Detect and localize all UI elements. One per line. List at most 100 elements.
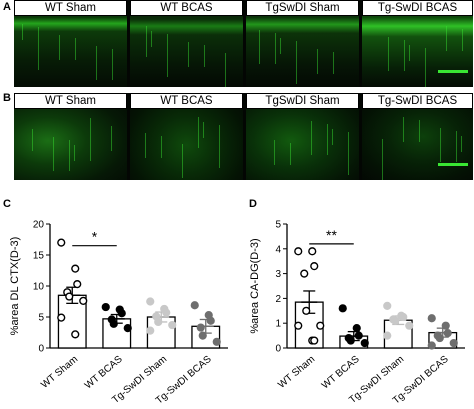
fluorescent-streak [96,46,97,80]
fluorescent-streak [403,117,404,142]
micrograph-b2: WT BCAS [130,93,243,180]
y-tick-label: 5 [275,220,281,231]
micrograph-label: WT Sham [14,0,127,16]
y-tick-label: 15 [33,251,45,262]
data-point [294,247,303,256]
data-point [123,324,132,333]
panel-c-letter: C [3,198,11,210]
data-point [71,330,80,339]
panel-a-letter: A [3,1,11,13]
data-point [316,321,325,330]
fluorescent-streak [275,33,276,64]
fluorescent-streak [22,24,23,40]
panel-b-micrograph-strip: WT Sham WT BCAS TgSwDI Sham Tg-SwDI BCAS [14,93,473,180]
data-point [399,312,408,322]
data-point [352,324,361,333]
micrograph-label: WT BCAS [130,93,243,109]
significance-label: ** [326,227,337,243]
fluorescent-streak [446,26,447,51]
fluorescent-streak [290,143,291,165]
data-point [354,331,363,340]
data-point [57,313,66,322]
micrograph-label: WT Sham [14,93,127,109]
data-point [57,238,66,247]
micrograph-label: TgSwDI Sham [246,0,359,16]
data-point [146,326,155,335]
data-point [73,280,82,289]
fluorescent-streak [75,38,76,60]
y-tick-label: 0 [38,344,44,355]
data-point [294,321,303,330]
fluorescent-streak [90,118,91,161]
data-point [449,338,458,348]
panel-b-letter: B [3,92,11,104]
data-point [302,306,311,315]
fluorescent-streak [332,129,333,145]
y-tick-label: 3 [275,269,281,280]
micrograph-b3: TgSwDI Sham [246,93,359,180]
data-point [212,337,221,346]
fluorescent-streak [69,140,70,171]
y-tick-label: 0 [275,344,281,355]
data-point [383,331,392,340]
y-tick-label: 1 [275,319,281,330]
fluorescent-streak [388,37,389,71]
data-point [346,336,355,345]
x-tick-label: WT Sham [39,354,80,391]
x-tick-label: WT Sham [276,354,317,391]
fluorescent-streak [59,35,60,60]
micrograph-label: Tg-SwDI BCAS [362,0,473,16]
fluorescent-streak [188,42,189,67]
fluorescent-streak [219,125,220,168]
fluorescent-streak [53,137,54,171]
data-point [310,262,319,271]
fluorescent-streak [461,136,462,152]
fluorescent-streak [259,30,260,64]
data-point [117,309,126,318]
fluorescent-streak [274,140,275,165]
y-tick-label: 10 [33,282,45,293]
fluorescent-streak [145,133,146,158]
x-tick-label: WT BCAS [83,354,125,392]
fluorescent-streak [74,145,75,161]
data-point [427,341,436,350]
data-point [308,247,317,256]
data-point [391,316,400,325]
fluorescent-streak [161,136,162,158]
fluorescent-streak [32,129,33,151]
data-point [109,319,118,328]
data-point [310,336,319,345]
fluorescent-streak [462,29,463,51]
fluorescent-streak [311,121,312,155]
data-point [338,304,347,313]
data-point [146,297,155,306]
micrograph-label: Tg-SwDI BCAS [362,93,473,109]
fluorescent-streak [327,124,328,155]
fluorescent-streak [204,45,205,67]
fluorescent-streak [38,27,39,70]
micrograph-b4: Tg-SwDI BCAS [362,93,473,180]
micrograph-a1: WT Sham [14,0,127,87]
fluorescent-streak [112,49,113,80]
data-point [360,338,369,348]
fluorescent-streak [198,117,199,148]
fluorescent-streak [167,34,168,77]
data-point [65,292,74,301]
micrograph-a4: Tg-SwDI BCAS [362,0,473,87]
data-point [435,333,444,343]
fluorescent-streak [280,38,281,54]
fluorescent-streak [225,53,226,87]
micrograph-a2: WT BCAS [130,0,243,87]
data-point [154,317,163,327]
data-point [405,321,414,330]
data-point [101,302,110,312]
fluorescent-streak [296,41,297,84]
data-point [162,308,171,317]
micrograph-a3: TgSwDI Sham [246,0,359,87]
data-point [427,314,436,323]
data-point [168,320,177,330]
data-point [79,296,88,305]
data-point [300,269,309,278]
data-point [383,301,392,310]
